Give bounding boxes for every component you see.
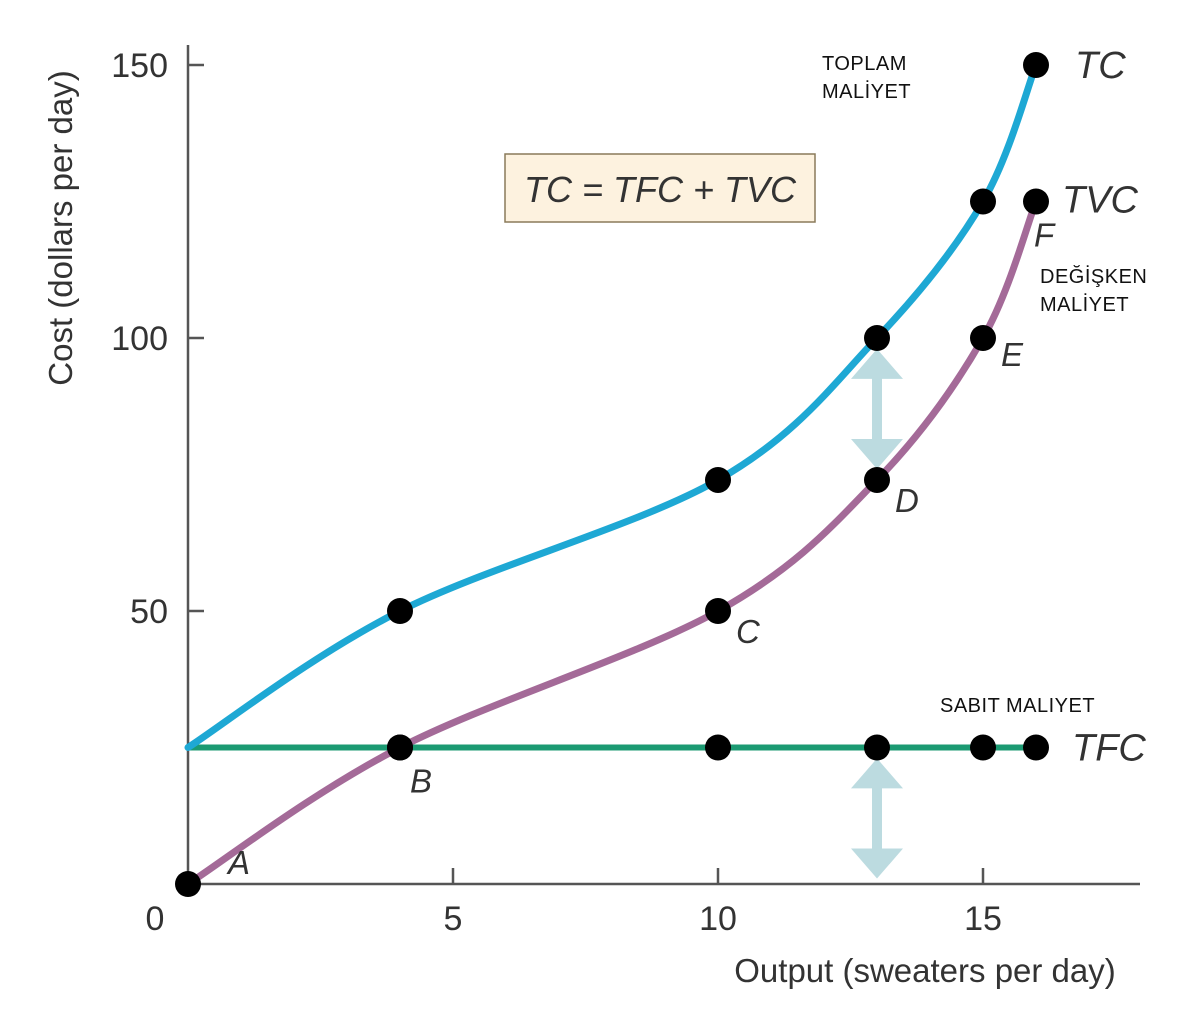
tc-point (970, 188, 996, 215)
arrow-shaft (872, 374, 882, 444)
tfc-point (970, 734, 996, 761)
tc-point (864, 325, 890, 351)
equation-text: TC = TFC + TVC (524, 169, 797, 210)
tvc-annotation-line: MALİYET (1040, 293, 1129, 316)
x-tick-label: 10 (699, 900, 737, 938)
tc-annotation-line: MALİYET (822, 80, 911, 103)
tfc-annotation: SABIT MALIYET (940, 695, 1095, 717)
tfc-point (1023, 734, 1049, 761)
point-label: A (226, 844, 250, 881)
tvc-point (705, 598, 731, 624)
tfc-annotation-line: SABIT MALIYET (940, 695, 1095, 717)
tc-annotation-line: TOPLAM (822, 53, 907, 75)
tvc-series-label: TVC (1062, 180, 1139, 222)
labels-layer: 50 100 150 0 5 10 15 Output (sweaters per day) C… (42, 45, 1147, 989)
tc-series-label: TC (1075, 45, 1126, 87)
y-axis-title: Cost (dollars per day) (42, 70, 79, 385)
tc-annotation: TOPLAM MALİYET (822, 53, 911, 103)
arrows-layer (851, 348, 903, 879)
x-axis-title: Output (sweaters per day) (734, 952, 1116, 989)
arrow-head-up (851, 758, 903, 789)
tfc-series-label: TFC (1072, 728, 1146, 770)
arrow-head-up (851, 348, 903, 379)
point-label: F (1034, 217, 1056, 254)
tc-point (705, 466, 731, 493)
tfc-point (705, 734, 731, 761)
tvc-annotation: DEĞİŞKEN MALİYET (1040, 265, 1147, 316)
y-tick-label: 150 (111, 47, 168, 85)
tvc-point (1023, 188, 1049, 215)
point-label: E (1001, 336, 1024, 373)
tfc-point (387, 734, 413, 761)
equation-box (504, 153, 816, 223)
point-label: D (895, 482, 919, 519)
x-tick-label: 0 (146, 900, 165, 938)
x-tick-label: 15 (964, 900, 1002, 938)
point-label: C (736, 613, 761, 650)
tvc-point (864, 466, 890, 493)
arrow-head-down (851, 439, 903, 470)
tc-point (387, 598, 413, 624)
y-tick-label: 50 (130, 593, 168, 631)
y-tick-label: 100 (111, 320, 168, 358)
x-tick-label: 5 (444, 900, 463, 938)
tc-tvc-gap-arrow (851, 348, 903, 470)
data-points-layer (175, 52, 1049, 897)
point-label: B (410, 763, 432, 800)
tfc-point (864, 734, 890, 761)
tvc-annotation-line: DEĞİŞKEN (1040, 265, 1147, 288)
arrow-head-down (851, 848, 903, 879)
tfc-gap-arrow (851, 758, 903, 879)
arrow-shaft (872, 784, 882, 853)
tc-point (1023, 52, 1049, 78)
tvc-point (175, 871, 201, 897)
tvc-point (970, 325, 996, 351)
